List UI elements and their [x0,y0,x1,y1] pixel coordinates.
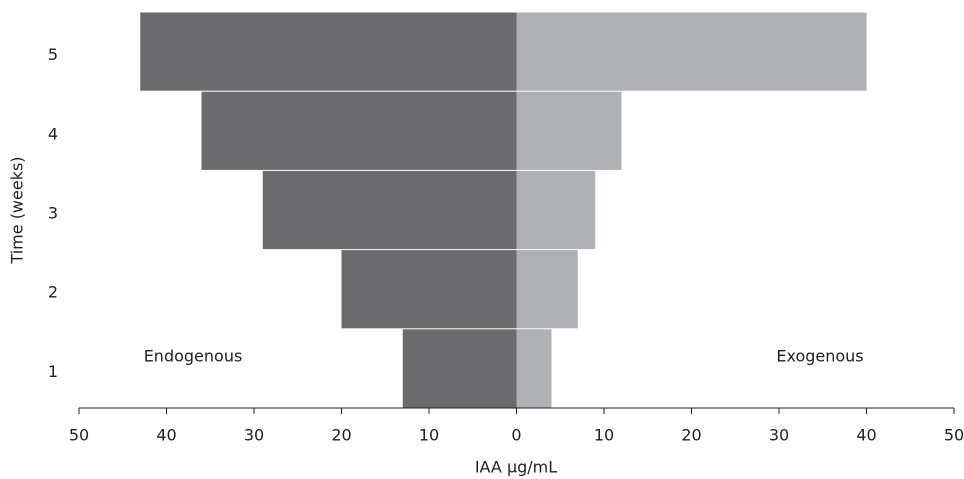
series-label: Endogenous [144,347,243,366]
bar [262,170,517,250]
bar [201,91,517,170]
x-tick-label: 10 [594,426,614,445]
x-tick-label: 50 [69,426,89,445]
bar [402,329,517,408]
x-tick-label: 50 [944,426,964,445]
bar [341,250,517,329]
bar [516,170,596,250]
x-tick-label: 20 [331,426,351,445]
bar [516,329,552,408]
y-tick-label: 4 [48,124,58,143]
x-axis-title: IAA μg/mL [475,458,557,477]
x-tick-label: 30 [769,426,789,445]
y-tick-label: 3 [48,204,58,223]
x-tick-label: 0 [511,426,521,445]
bar [140,12,517,91]
x-tick-label: 30 [244,426,264,445]
x-tick-label: 40 [156,426,176,445]
y-tick-label: 1 [48,362,58,381]
x-tick-label: 20 [681,426,701,445]
y-tick-label: 5 [48,45,58,64]
y-axis-title: Time (weeks) [8,156,27,264]
x-tick-label: 10 [419,426,439,445]
bar [516,12,867,91]
series-label: Exogenous [776,347,863,366]
bar [516,91,622,170]
bar [516,250,578,329]
y-tick-label: 2 [48,283,58,302]
x-tick-label: 40 [856,426,876,445]
